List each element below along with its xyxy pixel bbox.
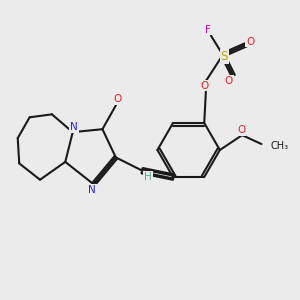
Text: O: O	[246, 37, 254, 46]
Text: N: N	[70, 122, 78, 132]
Text: F: F	[205, 25, 211, 34]
Text: O: O	[237, 125, 246, 135]
Text: S: S	[220, 50, 228, 63]
Text: CH₃: CH₃	[271, 140, 289, 151]
Text: O: O	[225, 76, 233, 86]
Text: N: N	[88, 184, 96, 194]
Text: H: H	[144, 172, 152, 182]
Text: O: O	[200, 80, 208, 91]
Text: O: O	[113, 94, 121, 104]
